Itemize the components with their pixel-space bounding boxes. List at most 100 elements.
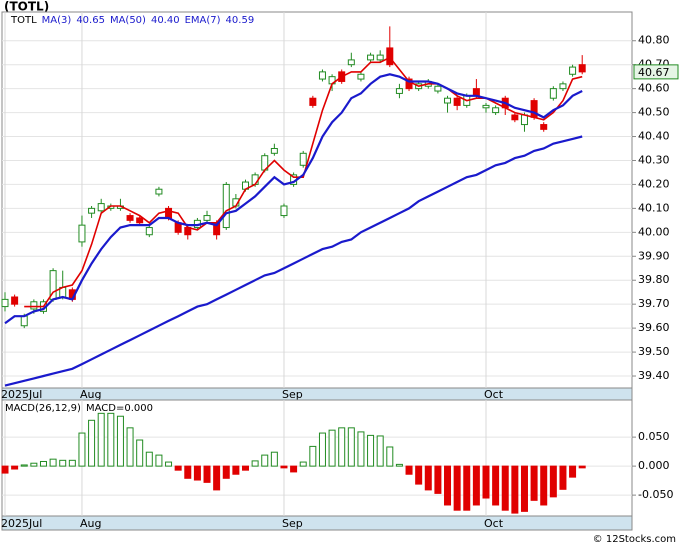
y-tick-label: 40.10 [638,201,670,214]
histogram-bar [299,461,307,467]
candle-body [395,88,403,94]
candle-body [318,71,326,80]
candle-body [444,97,452,104]
histogram-bar [59,459,67,467]
histogram-bar [472,465,480,506]
histogram-bar [251,460,259,467]
histogram-bar [357,431,365,467]
histogram-bar [97,412,105,467]
moving-average-line [4,135,583,387]
histogram-bar [232,465,240,475]
candle-body [136,217,144,224]
y-tick-label: -0.050 [638,488,673,501]
candle-body [1,298,9,308]
candle-body [11,296,19,305]
legend-value: 40.59 [226,15,255,26]
histogram-bar [549,465,557,498]
x-tick-label: Aug [80,388,101,401]
histogram-bar [492,465,500,506]
y-tick-label: 39.90 [638,249,670,262]
histogram-bar [11,465,19,470]
histogram-bar [309,445,317,467]
histogram-bar [559,465,567,490]
candle-body [145,227,153,236]
candle-body [434,85,442,92]
candle-body [88,207,96,214]
histogram-bar [530,465,538,501]
histogram-bar [261,454,269,467]
y-tick-label: 39.50 [638,345,670,358]
histogram-bar [482,465,490,499]
x-tick-label: Oct [484,517,504,530]
candle-body [453,97,461,106]
histogram-bar [213,465,221,491]
candle-body [482,104,490,109]
candle-body [222,183,230,229]
histogram-bar [463,465,471,511]
candle-body [376,54,384,61]
candle-body [78,224,86,243]
candle-body [97,203,105,212]
legend-value: 40.65 [76,15,105,26]
histogram-bar [203,465,211,483]
candle-body [280,205,288,217]
histogram-bar [386,446,394,467]
candle-body [540,124,548,130]
histogram-bar [242,465,249,471]
histogram-bar [49,458,57,467]
moving-average-line [4,73,583,325]
histogram-bar [434,465,442,494]
candle-body [559,83,567,90]
watermark: © 12Stocks.com [593,534,676,545]
histogram-bar [78,432,86,467]
histogram-bar [222,465,230,479]
histogram-bar [578,465,586,469]
histogram-bar [1,465,9,474]
candle-body [520,114,528,126]
candle-body [569,66,577,75]
x-tick-label: 2025Jul [1,388,42,401]
date-strip [1,515,633,531]
candle-body [367,54,375,61]
plot-area [1,11,633,389]
y-tick-label: 40.50 [638,106,670,119]
histogram-bar [174,465,182,471]
histogram-bar [136,439,144,467]
legend-ticker: TOTL [10,15,37,26]
histogram-bar [367,434,375,467]
histogram-bar [116,415,124,467]
histogram-bar [184,465,192,479]
y-tick-label: 40.30 [638,153,670,166]
histogram-bar [347,427,355,467]
histogram-bar [405,465,413,475]
chart-title: (TOTL) [4,0,49,14]
candle-body [347,59,355,66]
histogram-bar [165,461,173,467]
x-tick-label: Aug [80,517,101,530]
panel-subtitle: MACD=0.000 [86,403,153,414]
last-price-label: 40.67 [638,66,670,79]
candle-body [386,47,394,66]
histogram-bar [39,460,47,467]
y-tick-label: 40.60 [638,82,670,95]
y-tick-label: 40.00 [638,225,670,238]
histogram-bar [270,451,278,467]
histogram-bar [376,435,384,467]
x-tick-label: Sep [282,388,303,401]
histogram-bar [540,465,548,506]
histogram-bar [280,465,288,469]
histogram-bar [155,454,163,467]
histogram-bar [415,465,423,485]
candle-body [165,207,173,219]
candle-body [20,315,28,327]
candle-body [299,152,307,166]
legend-name: MA(3) [42,15,72,26]
y-tick-label: 40.40 [638,130,670,143]
y-tick-label: 0.000 [638,459,670,472]
legend-value: 40.40 [151,15,180,26]
histogram-bar [290,465,298,473]
histogram-bar [328,429,336,467]
y-tick-label: 0.050 [638,430,670,443]
histogram-bar [126,427,134,467]
